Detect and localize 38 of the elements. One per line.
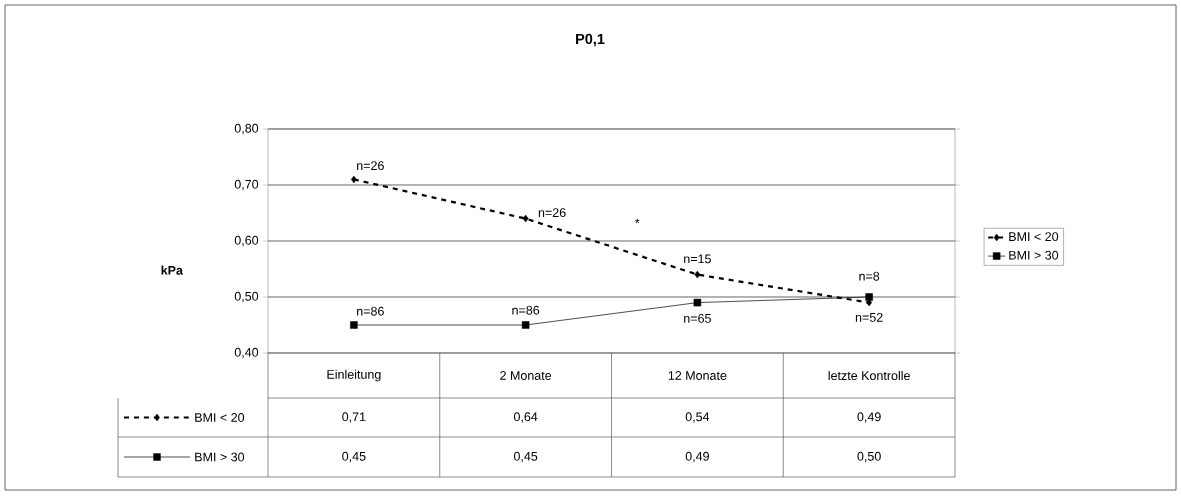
annotation: n=86	[512, 305, 540, 315]
point	[865, 293, 873, 301]
data-label: 0,49	[685, 451, 709, 463]
x-tick-label: 2 Monate	[500, 371, 552, 380]
y-tick-label: 0,80	[234, 123, 259, 135]
annotation: *	[635, 218, 640, 224]
annotation: n=86	[357, 306, 384, 316]
legend-label: BMI > 30	[1009, 250, 1059, 260]
annotation: n=15	[684, 254, 711, 264]
annotation: n=26	[357, 161, 384, 171]
x-tick-label: 12 Monate	[668, 371, 727, 380]
chart-title: P0,1	[576, 33, 605, 47]
data-label: 0,49	[857, 412, 881, 423]
data-label: 0,45	[513, 451, 538, 463]
text: BMI > 30	[195, 452, 245, 462]
y-tick-label: 0,40	[234, 347, 259, 359]
y-tick-label: 0,60	[234, 235, 259, 247]
data-label: 0,71	[342, 412, 366, 423]
y-axis-title: kPa	[161, 265, 184, 275]
y-tick-label: 0,70	[234, 179, 259, 191]
annotation: n=52	[855, 312, 883, 322]
data-label: 0,54	[685, 412, 710, 423]
annotation: n=26	[538, 208, 566, 218]
data-label: 0,64	[513, 412, 538, 423]
point	[693, 298, 702, 307]
point	[522, 214, 529, 223]
text: BMI < 20	[195, 413, 245, 422]
x-tick-label: Einleitung	[327, 369, 381, 382]
annotation: n=65	[684, 313, 711, 323]
y-tick-label: 0,50	[234, 291, 259, 303]
point	[350, 321, 358, 329]
annotation: n=8	[859, 271, 880, 281]
point	[521, 321, 530, 329]
data-label: 0,45	[342, 451, 366, 463]
legend-label: BMI < 20	[1009, 232, 1059, 242]
point	[694, 270, 701, 279]
data-label: 0,50	[857, 451, 881, 463]
x-tick-label: letzte Kontrolle	[828, 370, 910, 381]
